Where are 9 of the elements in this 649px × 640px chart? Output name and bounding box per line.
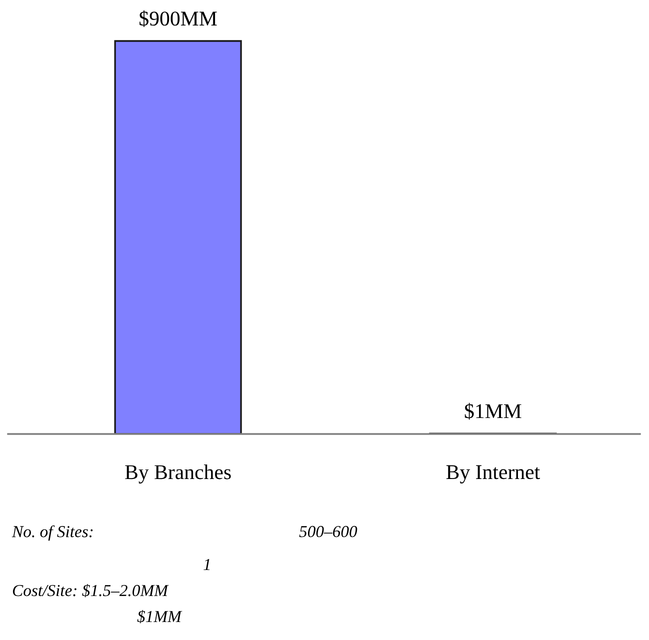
text: $1MM — [137, 610, 182, 624]
text: No. of Sites: — [12, 525, 93, 541]
data-label: $1MM — [464, 402, 522, 420]
text: 500–600 — [299, 526, 358, 538]
x-tick-label: By Branches — [125, 464, 231, 484]
x-tick-label: By Internet — [446, 465, 540, 484]
text: Cost/Site: $1.5–2.0MM — [12, 584, 169, 598]
data-label: $900MM — [140, 10, 217, 28]
text: 1 — [204, 559, 210, 570]
